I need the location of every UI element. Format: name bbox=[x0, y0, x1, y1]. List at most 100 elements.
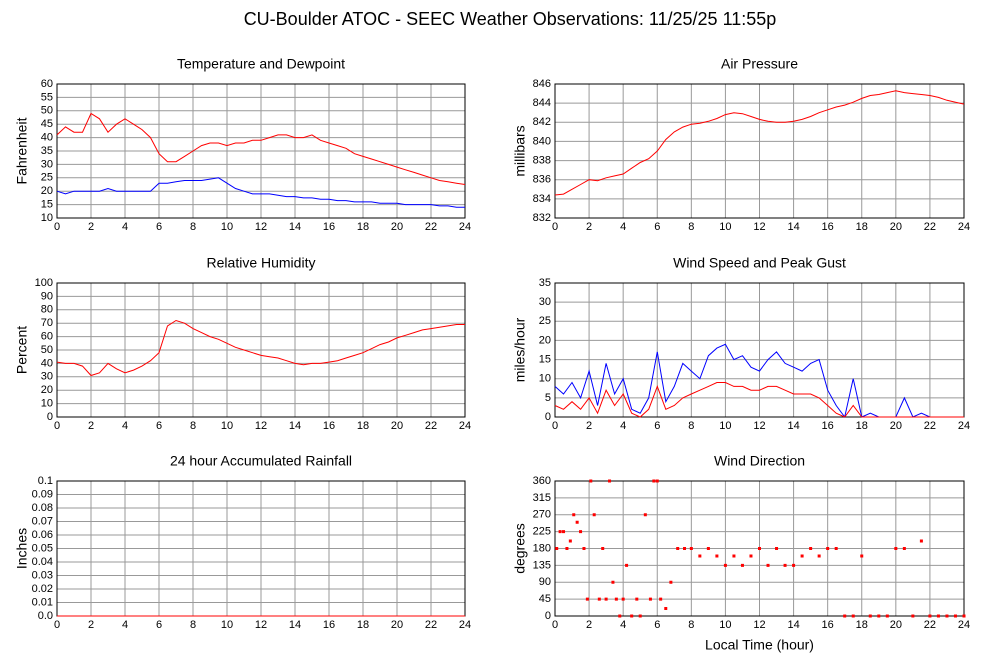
y-tick-label: 0.05 bbox=[32, 542, 53, 554]
x-tick-label: 20 bbox=[890, 619, 902, 631]
x-tick-label: 14 bbox=[787, 619, 799, 631]
data-point bbox=[575, 520, 579, 524]
data-point bbox=[585, 597, 589, 601]
data-point bbox=[597, 597, 601, 601]
y-tick-label: 20 bbox=[41, 185, 53, 197]
y-tick-label: 135 bbox=[533, 559, 551, 571]
data-point bbox=[928, 614, 932, 618]
x-tick-label: 16 bbox=[323, 619, 335, 631]
data-point bbox=[902, 547, 906, 550]
y-tick-label: 90 bbox=[539, 576, 551, 588]
y-tick-label: 40 bbox=[41, 132, 53, 144]
data-point bbox=[635, 597, 639, 601]
data-point bbox=[715, 554, 719, 558]
chart-title: Air Pressure bbox=[721, 56, 798, 72]
x-tick-label: 6 bbox=[654, 619, 660, 631]
x-tick-label: 4 bbox=[620, 420, 626, 432]
data-line bbox=[554, 382, 964, 418]
data-point bbox=[676, 547, 680, 550]
data-point bbox=[648, 597, 652, 601]
x-tick-label: 12 bbox=[255, 619, 267, 631]
data-point bbox=[592, 513, 596, 517]
x-tick-label: 14 bbox=[289, 420, 301, 432]
data-point bbox=[664, 607, 668, 610]
y-tick-label: 60 bbox=[41, 78, 53, 90]
y-tick-label: 842 bbox=[533, 116, 551, 128]
x-tick-label: 12 bbox=[753, 619, 765, 631]
data-point bbox=[698, 554, 702, 558]
x-tick-label: 12 bbox=[753, 221, 765, 233]
data-point bbox=[851, 614, 855, 618]
x-tick-label: 22 bbox=[425, 420, 437, 432]
y-tick-label: 0 bbox=[545, 610, 551, 622]
data-point bbox=[601, 547, 605, 550]
data-point bbox=[608, 479, 612, 483]
data-point bbox=[604, 597, 608, 601]
x-tick-label: 24 bbox=[459, 619, 471, 631]
x-tick-label: 2 bbox=[586, 619, 592, 631]
data-point bbox=[885, 614, 889, 618]
data-point bbox=[562, 530, 566, 534]
x-tick-label: 10 bbox=[719, 420, 731, 432]
x-tick-label: 24 bbox=[459, 221, 471, 233]
y-tick-label: 0.03 bbox=[32, 569, 53, 581]
plot-frame bbox=[56, 282, 466, 418]
x-tick-label: 0 bbox=[552, 420, 558, 432]
data-point bbox=[826, 547, 830, 550]
data-point bbox=[962, 614, 966, 618]
y-axis-label: miles/hour bbox=[512, 317, 528, 382]
y-tick-label: 834 bbox=[533, 193, 551, 205]
x-tick-label: 10 bbox=[221, 221, 233, 233]
x-tick-label: 10 bbox=[719, 221, 731, 233]
y-tick-label: 0.0 bbox=[38, 610, 53, 622]
y-tick-label: 80 bbox=[41, 304, 53, 316]
y-tick-label: 90 bbox=[41, 290, 53, 302]
data-point bbox=[638, 614, 642, 618]
y-tick-label: 0 bbox=[47, 411, 53, 423]
x-tick-label: 22 bbox=[425, 221, 437, 233]
x-tick-label: 24 bbox=[958, 619, 970, 631]
data-point bbox=[809, 547, 813, 550]
data-point bbox=[817, 554, 821, 558]
x-tick-label: 22 bbox=[924, 619, 936, 631]
x-tick-label: 20 bbox=[391, 221, 403, 233]
chart-title: Temperature and Dewpoint bbox=[177, 56, 345, 72]
data-point bbox=[792, 563, 796, 567]
data-point bbox=[936, 614, 940, 618]
x-tick-label: 0 bbox=[54, 619, 60, 631]
y-tick-label: 844 bbox=[533, 97, 551, 109]
data-point bbox=[611, 580, 615, 584]
y-tick-label: 838 bbox=[533, 154, 551, 166]
y-axis-label: degrees bbox=[512, 523, 528, 574]
y-tick-label: 270 bbox=[533, 509, 551, 521]
x-tick-label: 12 bbox=[753, 420, 765, 432]
y-tick-label: 20 bbox=[41, 384, 53, 396]
x-tick-label: 10 bbox=[221, 619, 233, 631]
x-tick-label: 12 bbox=[255, 420, 267, 432]
y-tick-label: 25 bbox=[539, 315, 551, 327]
y-tick-label: 5 bbox=[545, 392, 551, 404]
x-tick-label: 6 bbox=[654, 221, 660, 233]
y-axis-label: millibars bbox=[512, 125, 528, 176]
x-tick-label: 14 bbox=[787, 420, 799, 432]
data-point bbox=[621, 597, 625, 601]
x-tick-label: 16 bbox=[822, 221, 834, 233]
data-point bbox=[589, 479, 593, 483]
data-point bbox=[618, 614, 622, 618]
y-tick-label: 0.08 bbox=[32, 502, 53, 514]
data-point bbox=[919, 539, 923, 543]
data-point bbox=[868, 614, 872, 618]
y-tick-label: 70 bbox=[41, 317, 53, 329]
y-tick-label: 25 bbox=[41, 172, 53, 184]
data-point bbox=[860, 554, 864, 558]
y-tick-label: 315 bbox=[533, 492, 551, 504]
y-tick-label: 0.02 bbox=[32, 583, 53, 595]
x-tick-label: 2 bbox=[586, 420, 592, 432]
data-point bbox=[630, 614, 634, 618]
x-tick-label: 8 bbox=[190, 221, 196, 233]
y-tick-label: 0.07 bbox=[32, 515, 53, 527]
y-tick-label: 60 bbox=[41, 331, 53, 343]
y-tick-label: 0.04 bbox=[32, 556, 53, 568]
chart-title: Wind Speed and Peak Gust bbox=[673, 255, 846, 271]
